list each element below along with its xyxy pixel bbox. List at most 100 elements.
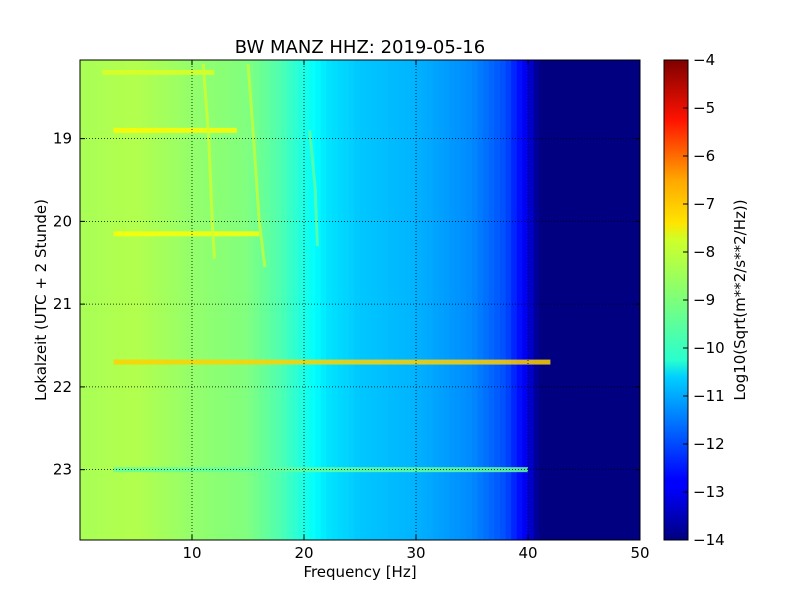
y-axis: 19 20 21 22 23 <box>53 130 640 479</box>
y-tick-label: 20 <box>53 212 72 230</box>
spectrum-column <box>304 60 311 540</box>
spectrum-column <box>578 60 585 540</box>
spectrum-column <box>376 60 383 540</box>
spectrum-column <box>264 60 271 540</box>
spectrum-column <box>561 60 568 540</box>
spectrum-column <box>617 60 624 540</box>
colorbar-tick-label: −9 <box>693 291 715 309</box>
spectrum-column <box>393 60 400 540</box>
spectrum-column <box>158 60 165 540</box>
spectrum-column <box>108 60 115 540</box>
spectrum-column <box>505 60 512 540</box>
spectrum-column <box>460 60 467 540</box>
spectrum-column <box>136 60 143 540</box>
x-axis-label: Frequency [Hz] <box>303 563 416 581</box>
spectrum-column <box>360 60 367 540</box>
spectrum-column <box>348 60 355 540</box>
spectrum-column <box>214 60 221 540</box>
spectrum-column <box>533 60 540 540</box>
spectrum-column <box>382 60 389 540</box>
spectrum-column <box>147 60 154 540</box>
spectrum-column <box>634 60 640 540</box>
x-axis: 10 20 30 40 50 <box>182 60 650 562</box>
spectrum-column <box>141 60 148 540</box>
spectrum-column <box>600 60 607 540</box>
spectrum-column <box>203 60 210 540</box>
colorbar-tick-label: −5 <box>693 99 715 117</box>
spectrum-column <box>567 60 574 540</box>
spectrum-column <box>539 60 546 540</box>
spectrum-column <box>388 60 395 540</box>
spectrum-column <box>354 60 361 540</box>
colorbar-tick-label: −11 <box>693 387 725 405</box>
spectrum-column <box>298 60 305 540</box>
spectral-band <box>102 69 215 75</box>
spectrum-column <box>449 60 456 540</box>
spectrum-column <box>248 60 255 540</box>
spectrum-column <box>572 60 579 540</box>
spectrum-column <box>472 60 479 540</box>
spectrum-column <box>494 60 501 540</box>
spectrum-column <box>242 60 249 540</box>
colorbar-tick-label: −13 <box>693 483 725 501</box>
spectrum-column <box>544 60 551 540</box>
spectrum-column <box>466 60 473 540</box>
x-tick-label: 40 <box>518 544 537 562</box>
spectrum-column <box>500 60 507 540</box>
x-tick-label: 30 <box>406 544 425 562</box>
spectrum-column <box>337 60 344 540</box>
spectrum-column <box>175 60 182 540</box>
spectrum-column <box>85 60 92 540</box>
spectrum-column <box>80 60 87 540</box>
spectrum-column <box>528 60 535 540</box>
x-tick-label: 20 <box>294 544 313 562</box>
spectrum-column <box>119 60 126 540</box>
spectrum-column <box>584 60 591 540</box>
spectrum-column <box>102 60 109 540</box>
spectrum-column <box>432 60 439 540</box>
spectrum-column <box>270 60 277 540</box>
colorbar-tick-label: −14 <box>693 531 725 549</box>
spectrum-column <box>91 60 98 540</box>
x-tick-label: 10 <box>182 544 201 562</box>
spectrum-column <box>612 60 619 540</box>
spectrum-column <box>320 60 327 540</box>
spectrum-column <box>96 60 103 540</box>
drifting-spectral-line <box>308 130 319 247</box>
spectrum-column <box>152 60 159 540</box>
spectrum-column <box>315 60 322 540</box>
spectrum-column <box>309 60 316 540</box>
spectrum-column <box>208 60 215 540</box>
spectral-band <box>113 359 551 365</box>
drifting-spectral-line <box>201 63 216 259</box>
spectrum-column <box>130 60 137 540</box>
y-axis-label: Lokalzeit (UTC + 2 Stunde) <box>32 199 50 401</box>
spectrum-column <box>522 60 529 540</box>
spectrum-column <box>404 60 411 540</box>
spectral-band <box>113 127 237 133</box>
spectrum-column <box>371 60 378 540</box>
spectrum-column <box>410 60 417 540</box>
spectrum-column <box>483 60 490 540</box>
spectrum-column <box>164 60 171 540</box>
spectrum-column <box>292 60 299 540</box>
colorbar-tick-label: −6 <box>693 147 715 165</box>
spectrum-column <box>595 60 602 540</box>
y-tick-label: 19 <box>53 130 72 148</box>
spectrum-column <box>477 60 484 540</box>
spectrum-column <box>556 60 563 540</box>
colorbar-tick-label: −10 <box>693 339 725 357</box>
chart-title: BW MANZ HHZ: 2019-05-16 <box>235 37 485 58</box>
drifting-spectral-line <box>246 63 267 268</box>
spectrum-column <box>326 60 333 540</box>
spectrum-column <box>421 60 428 540</box>
spectrum-column <box>169 60 176 540</box>
spectrum-column <box>281 60 288 540</box>
colorbar-tick-label: −7 <box>693 195 715 213</box>
spectrum-column <box>231 60 238 540</box>
x-tick-label: 50 <box>630 544 649 562</box>
spectrum-column <box>192 60 199 540</box>
spectrum-column <box>332 60 339 540</box>
colorbar-tick-label: −8 <box>693 243 715 261</box>
